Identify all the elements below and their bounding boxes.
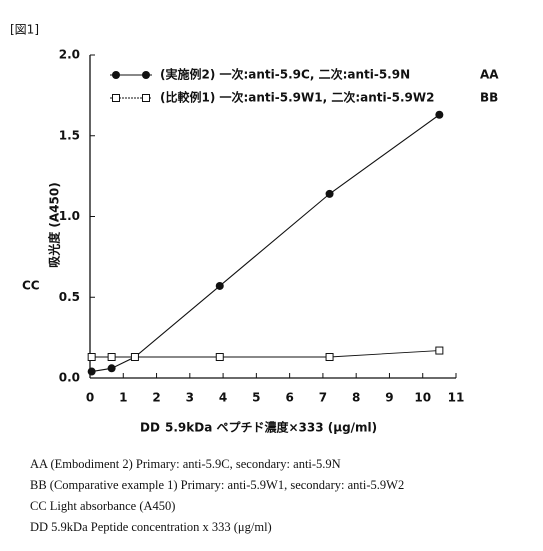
legend-marker: [113, 95, 120, 102]
note: BB (Comparative example 1) Primary: anti…: [30, 478, 404, 492]
data-point: [108, 364, 116, 372]
y-axis-label: 吸光度 (A450): [47, 182, 62, 267]
callout: CC: [22, 279, 40, 293]
callout: DD: [140, 421, 160, 435]
legend-label: (実施例2) 一次:anti-5.9C, 二次:anti-5.9N: [160, 67, 410, 82]
data-point: [326, 354, 333, 361]
y-tick-label: 1.5: [59, 128, 80, 142]
x-tick-label: 4: [219, 391, 227, 405]
data-point: [88, 368, 96, 376]
callout: AA: [480, 68, 499, 82]
y-tick-label: 0.0: [59, 371, 80, 385]
y-tick-label: 0.5: [59, 290, 80, 304]
callout: BB: [480, 91, 498, 105]
x-tick-label: 3: [186, 391, 194, 405]
x-tick-label: 1: [119, 391, 127, 405]
y-tick-label: 1.0: [59, 209, 80, 223]
x-tick-label: 0: [86, 391, 94, 405]
data-point: [131, 354, 138, 361]
figure-label: [図1]: [10, 23, 39, 37]
y-tick-label: 2.0: [59, 48, 80, 62]
x-tick-label: 7: [319, 391, 327, 405]
x-tick-label: 2: [152, 391, 160, 405]
x-tick-label: 9: [385, 391, 393, 405]
x-tick-label: 11: [448, 391, 465, 405]
series-line: [92, 115, 440, 372]
data-point: [326, 190, 334, 198]
data-point: [436, 347, 443, 354]
data-point: [88, 354, 95, 361]
legend-marker: [142, 71, 150, 79]
legend-marker: [143, 95, 150, 102]
data-point: [435, 111, 443, 119]
series-line: [92, 351, 440, 357]
figure: [図1] 吸光度 (A450) 5.9kDa ペプチド濃度×333 (μg/ml…: [0, 0, 543, 551]
note: CC Light absorbance (A450): [30, 499, 175, 513]
legend-label: (比較例1) 一次:anti-5.9W1, 二次:anti-5.9W2: [160, 90, 434, 105]
x-tick-label: 8: [352, 391, 360, 405]
note: DD 5.9kDa Peptide concentration x 333 (μ…: [30, 520, 272, 534]
data-point: [216, 282, 224, 290]
note: AA (Embodiment 2) Primary: anti-5.9C, se…: [30, 457, 341, 471]
legend-marker: [112, 71, 120, 79]
data-point: [216, 354, 223, 361]
x-tick-label: 6: [285, 391, 293, 405]
data-point: [108, 354, 115, 361]
x-axis-label: 5.9kDa ペプチド濃度×333 (μg/ml): [165, 420, 377, 435]
x-tick-label: 10: [414, 391, 431, 405]
x-tick-label: 5: [252, 391, 260, 405]
